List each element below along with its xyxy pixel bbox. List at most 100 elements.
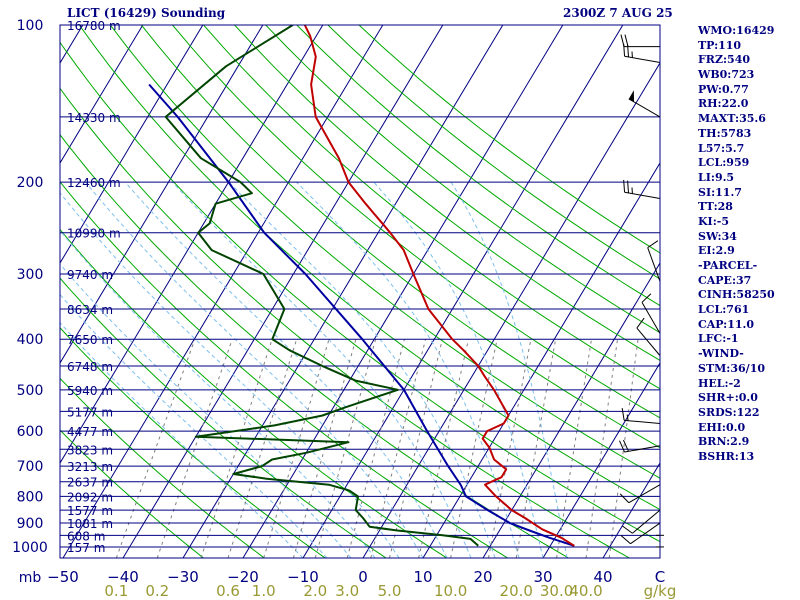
moist-adiabat-line: [171, 181, 472, 558]
stat-item: TP:110: [698, 38, 742, 52]
pressure-unit-label: mb: [19, 570, 42, 586]
dry-adiabat-line: [60, 87, 630, 558]
stat-item: STM:36/10: [698, 361, 765, 375]
barb-pennant: [628, 90, 635, 102]
wind-barb: [622, 509, 661, 534]
dry-adiabat-line: [60, 277, 387, 558]
station-title: LICT (16429) Sounding: [67, 6, 226, 20]
pressure-tick-label: 700: [17, 459, 44, 475]
wind-barb: [620, 34, 660, 48]
wind-barb: [621, 408, 661, 424]
dry-adiabat-line: [60, 41, 660, 543]
plot-frame: [59, 24, 661, 559]
height-label: 2092 m: [67, 490, 113, 504]
dry-adiabat-line: [358, 25, 660, 254]
isotherm-line: [0, 25, 23, 558]
mixing-ratio-label: 2.0: [303, 582, 327, 600]
mixing-ratio-label: 10.0: [434, 582, 467, 600]
height-label: 3823 m: [67, 443, 113, 457]
temperature-tick-label: 0: [358, 568, 368, 586]
temperature-tick-label: −10: [287, 568, 319, 586]
stat-item: LFC:-1: [698, 332, 739, 346]
grid-lines: [0, 25, 660, 558]
stat-item: LCL:761: [698, 303, 750, 317]
mixing-ratio-line: [450, 339, 498, 558]
isotherm-line: [482, 262, 660, 558]
height-label: 2637 m: [67, 476, 113, 490]
barb-staff: [632, 509, 661, 534]
stat-item: CAPE:37: [698, 273, 752, 287]
stat-item: BSHR:13: [698, 449, 755, 463]
stat-item: LCL:959: [698, 156, 750, 170]
moist-adiabat-line: [60, 293, 328, 558]
temperature-tick-label: −40: [107, 568, 139, 586]
mixing-ratio-label: 0.2: [145, 582, 169, 600]
pressure-tick-label: 800: [17, 489, 44, 505]
isotherm-line: [60, 25, 204, 264]
wind-barb: [628, 90, 661, 118]
stat-item: SI:11.7: [698, 185, 742, 199]
mixing-ratio-line: [389, 339, 443, 558]
stat-item: WB0:723: [698, 68, 755, 82]
mixing-ratio-label: 3.0: [335, 582, 359, 600]
dry-adiabat-line: [327, 25, 660, 280]
mixing-ratio-line: [200, 339, 273, 558]
height-label: 5177 m: [67, 405, 113, 419]
mixing-ratio-line: [346, 339, 405, 558]
dry-adiabat-line: [60, 377, 265, 558]
isotherm-line: [422, 162, 660, 558]
dry-adiabat-line: [60, 228, 448, 558]
pressure-tick-label: 900: [17, 516, 44, 532]
dry-adiabat-line: [109, 25, 660, 479]
mixing-ratio-label: 30.0: [540, 582, 573, 600]
mixing-ratio-line: [418, 339, 469, 558]
isobars: [60, 24, 660, 548]
stat-item: EI:2.9: [698, 244, 735, 258]
mixing-ratio-label: 40.0: [569, 582, 602, 600]
temperature-tick-label: C: [655, 568, 665, 586]
stat-item: -WIND-: [698, 347, 744, 361]
wind-barb: [620, 522, 661, 545]
mixing-ratio-line: [487, 339, 532, 558]
height-label: 4477 m: [67, 425, 113, 439]
temperature-tick-label: 30: [533, 568, 552, 586]
barb-flag: [620, 535, 631, 545]
stat-item: -PARCEL-: [698, 259, 758, 272]
stat-item: CINH:58250: [698, 288, 775, 302]
dry-adiabat-line: [60, 326, 326, 558]
height-label: 12460 m: [67, 176, 121, 190]
mixing-ratio-line: [263, 339, 330, 558]
wind-barb: [619, 484, 661, 504]
temperature-tick-label: −20: [227, 568, 259, 586]
mixing-ratio-label: g/kg: [644, 582, 677, 600]
moist-adiabat-line: [60, 263, 352, 558]
barb-staff: [624, 191, 661, 200]
pressure-tick-label: 100: [17, 18, 44, 34]
mixing-ratio-line: [585, 339, 619, 558]
mixing-ratio-line: [608, 339, 639, 558]
height-label: 16780 m: [67, 19, 121, 33]
temperature-tick-label: 40: [593, 568, 612, 586]
barb-staff: [624, 445, 661, 453]
mixing-ratio-label: 20.0: [500, 582, 533, 600]
temperature-tick-label: 20: [473, 568, 492, 586]
barb-flag: [647, 240, 659, 249]
barb-staff: [636, 327, 661, 356]
height-label: 1577 m: [67, 504, 113, 518]
mixing-ratio-line: [556, 339, 592, 558]
stat-item: KI:-5: [698, 214, 729, 228]
isotherm-line: [362, 62, 660, 558]
pressure-tick-label: 600: [17, 424, 44, 440]
temperature-profile-line: [303, 25, 575, 547]
plot-background: [60, 25, 660, 558]
stats-panel: WMO:16429 TP:110 FRZ:540 WB0:723 PW:0.77 RH:2…: [698, 24, 775, 465]
barb-flag: [623, 179, 626, 193]
barb-flag: [627, 180, 629, 193]
stat-item: EHI:0.0: [698, 420, 746, 434]
height-label: 8634 m: [67, 303, 113, 317]
stat-item: SHR+:0.0: [698, 391, 758, 405]
mixing-ratio-line: [227, 339, 298, 558]
barb-flag: [622, 439, 629, 452]
height-label: 157 m: [67, 541, 105, 555]
